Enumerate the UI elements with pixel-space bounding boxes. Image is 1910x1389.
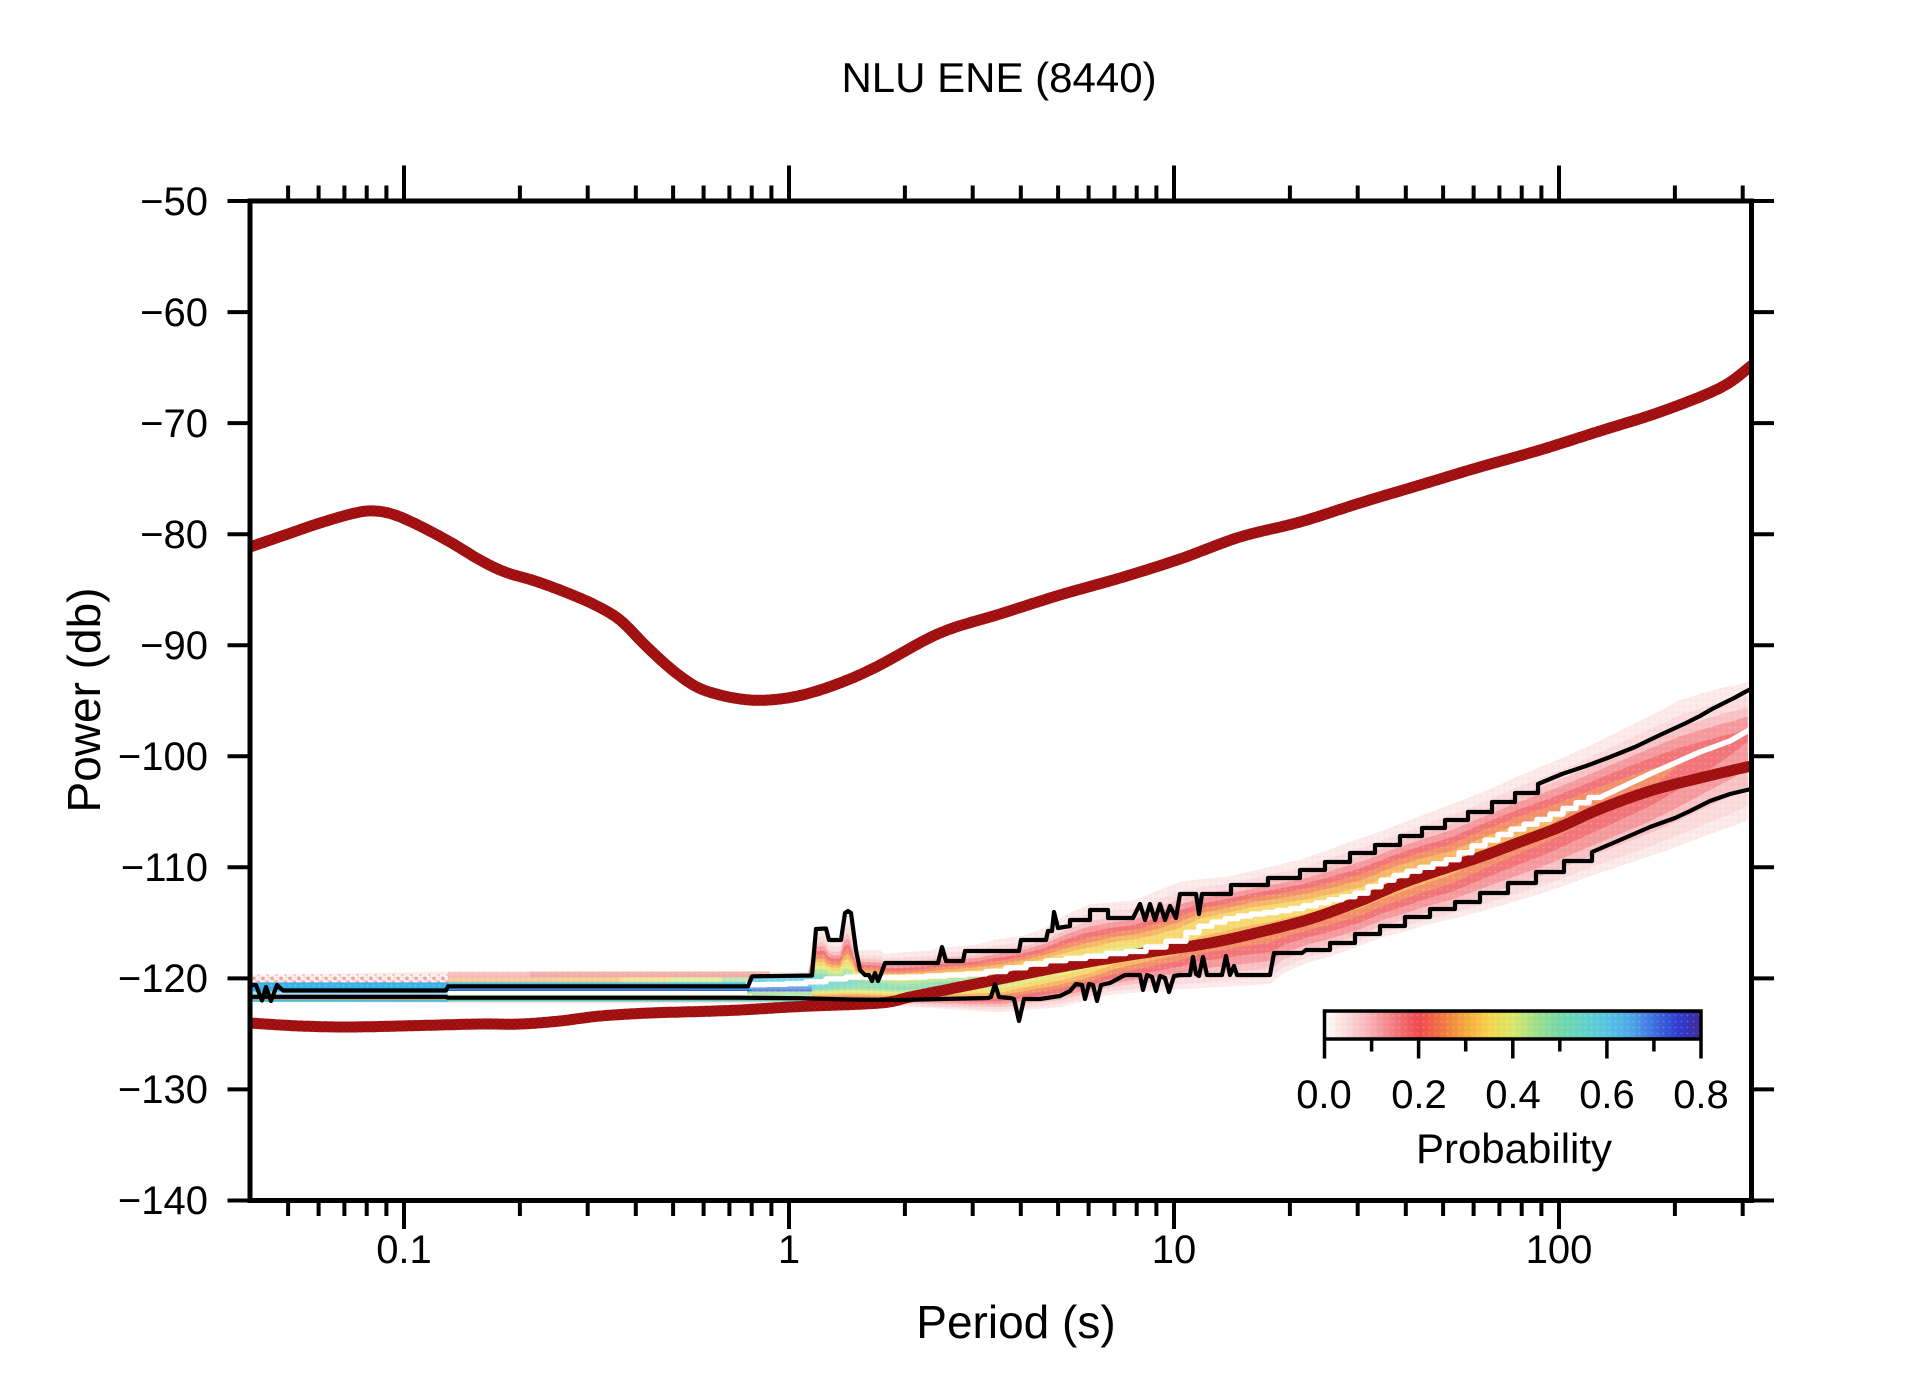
svg-text:−100: −100 — [118, 735, 208, 779]
svg-text:0.8: 0.8 — [1673, 1073, 1729, 1117]
svg-text:−90: −90 — [140, 624, 208, 668]
svg-text:0.1: 0.1 — [376, 1228, 432, 1272]
svg-text:−140: −140 — [118, 1179, 208, 1223]
svg-text:100: 100 — [1526, 1228, 1593, 1272]
svg-text:−60: −60 — [140, 291, 208, 335]
svg-text:0.4: 0.4 — [1485, 1073, 1541, 1117]
svg-text:NLU ENE (8440): NLU ENE (8440) — [841, 54, 1156, 101]
svg-text:−80: −80 — [140, 513, 208, 557]
svg-text:−70: −70 — [140, 402, 208, 446]
svg-text:−50: −50 — [140, 180, 208, 224]
svg-text:0.0: 0.0 — [1296, 1073, 1352, 1117]
svg-text:1: 1 — [778, 1228, 800, 1272]
svg-text:0.6: 0.6 — [1579, 1073, 1635, 1117]
svg-text:Period (s): Period (s) — [916, 1296, 1115, 1348]
svg-text:0.2: 0.2 — [1391, 1073, 1447, 1117]
svg-text:Probability: Probability — [1416, 1125, 1612, 1172]
svg-text:−120: −120 — [118, 957, 208, 1001]
svg-text:Power (db): Power (db) — [58, 588, 110, 813]
svg-text:−130: −130 — [118, 1068, 208, 1112]
svg-text:−110: −110 — [121, 846, 208, 890]
svg-text:10: 10 — [1152, 1228, 1197, 1272]
